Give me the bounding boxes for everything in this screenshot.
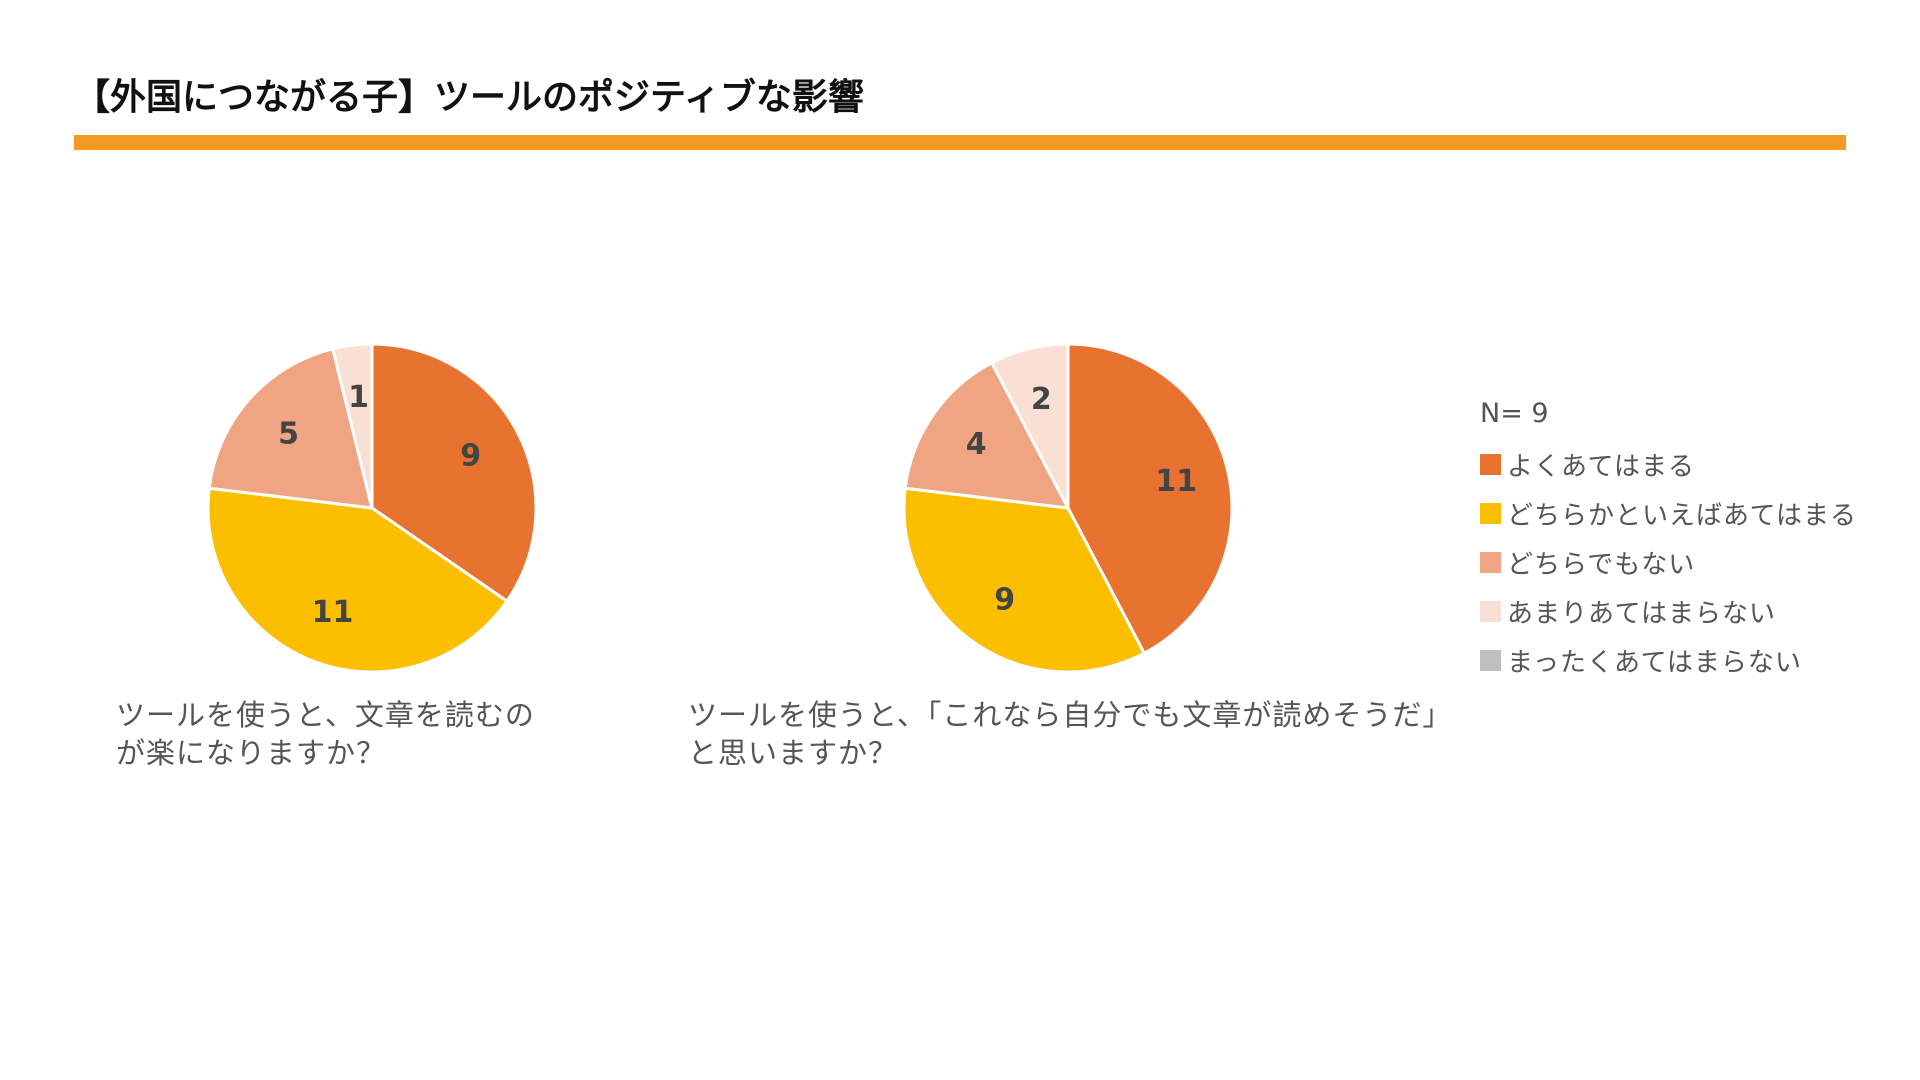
- pie-slice: [206, 486, 510, 674]
- legend-label: どちらかといえばあてはまる: [1507, 500, 1857, 531]
- pie-slice: [902, 486, 1147, 674]
- legend-item: あまりあてはまらない: [1480, 593, 1857, 629]
- legend-label: よくあてはまる: [1507, 451, 1695, 482]
- pie-slice: [903, 360, 1071, 510]
- pie-slice-label: 9: [460, 439, 481, 474]
- legend-swatch: [1480, 453, 1501, 475]
- pie-slice: [330, 342, 374, 509]
- pie-slice: [1066, 342, 1234, 656]
- legend-item: よくあてはまる: [1480, 446, 1857, 482]
- legend-item: どちらでもない: [1480, 544, 1857, 580]
- chart-1-question: ツールを使うと、文章を読むのが楽になりますか？: [116, 698, 535, 770]
- legend: N= 9 よくあてはまる どちらかといえばあてはまる どちらでもない あまりあて…: [1480, 398, 1857, 691]
- title-underline-bar: [74, 135, 1846, 150]
- legend-item: どちらかといえばあてはまる: [1480, 495, 1857, 531]
- legend-swatch: [1480, 551, 1501, 573]
- legend-sample-size: N= 9: [1480, 398, 1549, 429]
- legend-item: まったくあてはまらない: [1480, 642, 1857, 678]
- legend-label: まったくあてはまらない: [1507, 647, 1802, 678]
- pie-slice: [370, 342, 538, 604]
- pie-slice-label: 11: [1155, 464, 1197, 499]
- pie-slice-label: 4: [966, 427, 987, 462]
- pie-slice: [989, 342, 1070, 509]
- pie-chart-2: 11 9 4 2: [902, 342, 1234, 674]
- pie-slice-label: 5: [278, 417, 299, 452]
- legend-label: あまりあてはまらない: [1507, 598, 1776, 629]
- pie-slice-label: 9: [994, 582, 1015, 617]
- slide-title: 【外国につながる子】ツールのポジティブな影響: [74, 77, 864, 118]
- legend-swatch: [1480, 649, 1501, 671]
- legend-label: どちらでもない: [1507, 549, 1696, 580]
- pie-slice-label: 1: [348, 380, 369, 415]
- pie-slice: [207, 346, 374, 510]
- pie-slice-label: 11: [312, 595, 354, 630]
- chart-2-question: ツールを使うと、「これなら自分でも文章が読めそうだ」と思いますか？: [688, 698, 1453, 770]
- pie-slice-label: 2: [1031, 382, 1052, 417]
- legend-swatch: [1480, 502, 1501, 524]
- pie-chart-1: 9 11 5 1: [206, 342, 538, 674]
- legend-swatch: [1480, 600, 1501, 622]
